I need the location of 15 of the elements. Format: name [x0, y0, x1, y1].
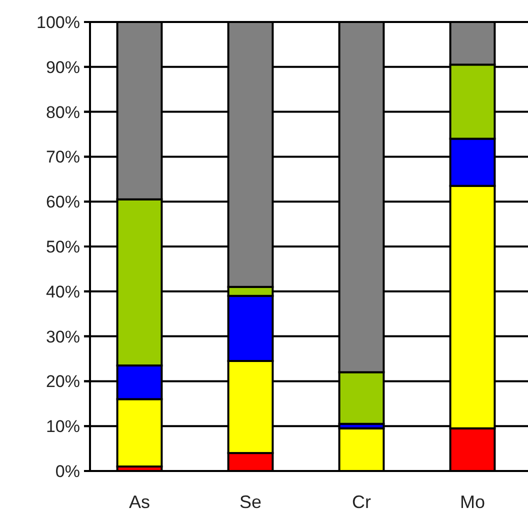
y-tick-label: 70% — [46, 148, 80, 167]
x-tick-label: Se — [239, 492, 262, 512]
y-tick-label: 0% — [55, 462, 80, 481]
y-tick-label: 10% — [46, 417, 80, 436]
y-tick-label: 90% — [46, 58, 80, 77]
x-tick-label: Mo — [460, 492, 486, 512]
y-tick-label: 50% — [46, 237, 80, 256]
y-tick-label: 80% — [46, 102, 80, 122]
y-tick-label: 40% — [46, 282, 80, 302]
y-tick-label: 30% — [46, 327, 80, 346]
y-tick-label: 60% — [46, 192, 80, 212]
x-tick-label: As — [128, 492, 150, 512]
x-tick-label: Cr — [352, 492, 371, 512]
y-tick-label: 100% — [36, 12, 80, 32]
y-tick-label: 20% — [46, 372, 80, 392]
